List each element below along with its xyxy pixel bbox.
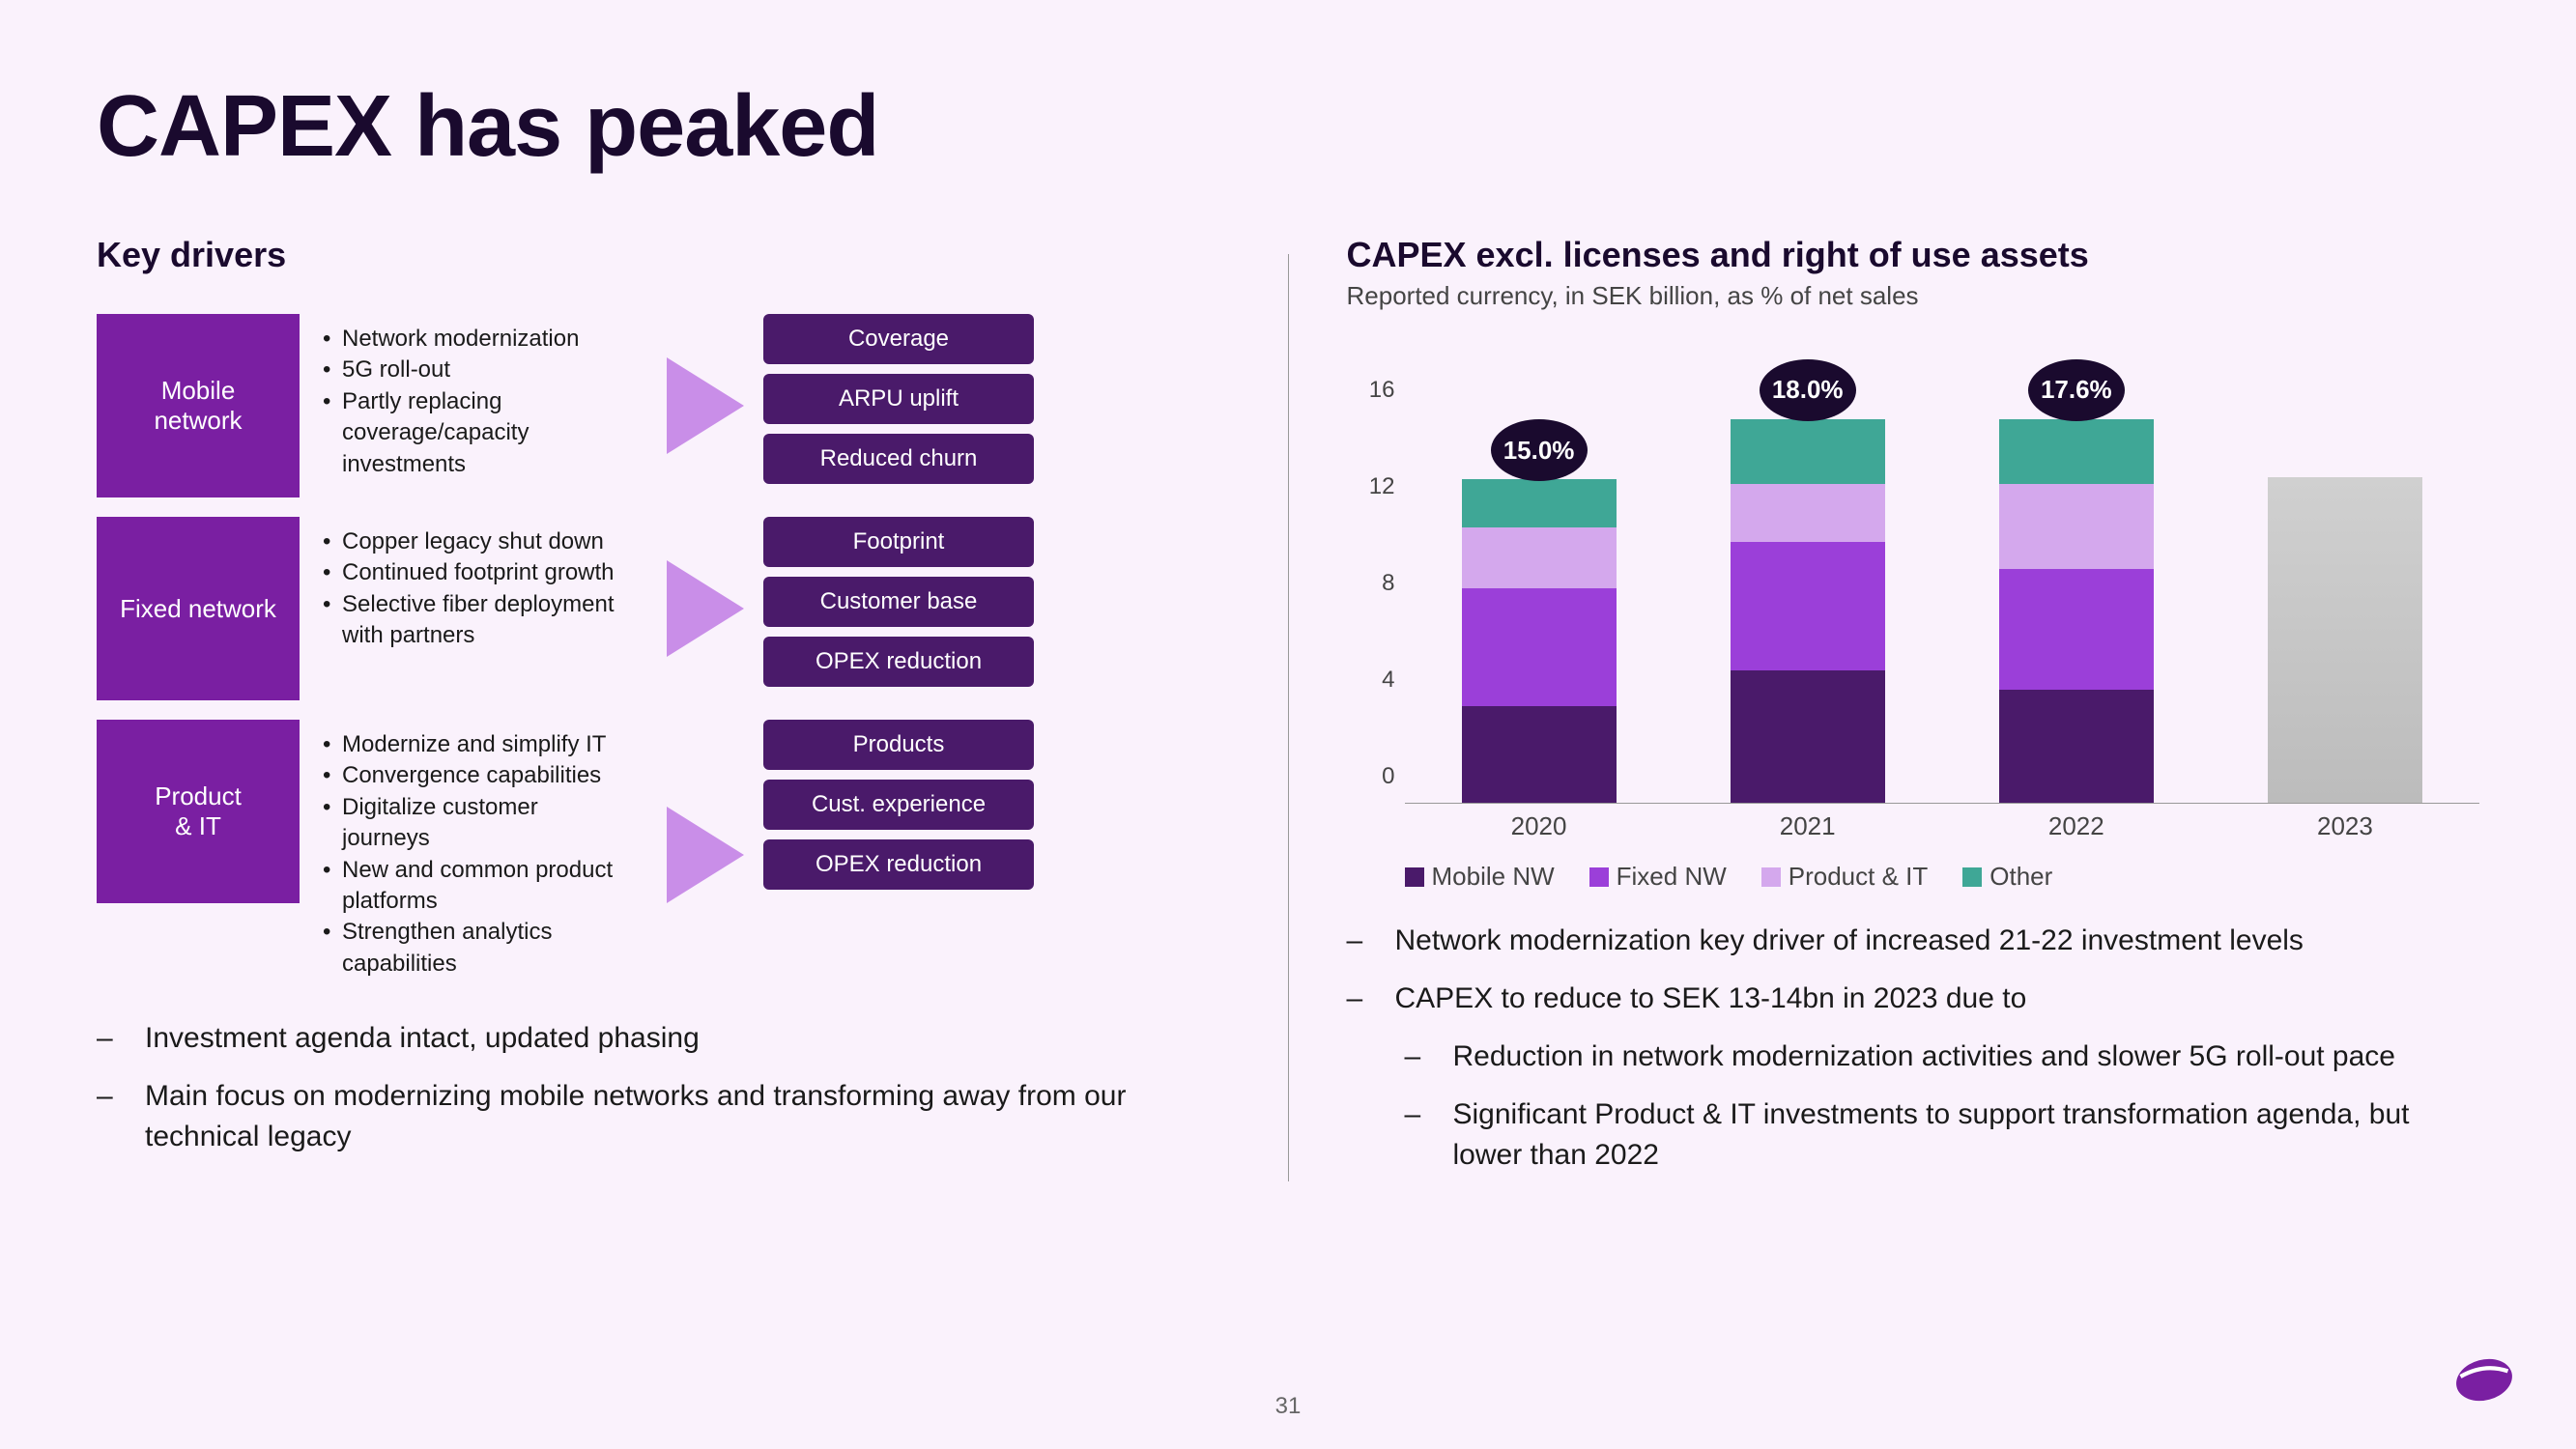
driver-box: Mobilenetwork bbox=[97, 314, 300, 497]
driver-row: Fixed networkCopper legacy shut downCont… bbox=[97, 517, 1230, 700]
driver-bullet-item: Modernize and simplify IT bbox=[319, 729, 628, 760]
y-axis-tick: 8 bbox=[1382, 570, 1394, 597]
bar-category-label: 2022 bbox=[2048, 811, 2104, 841]
legend-item: Fixed NW bbox=[1589, 862, 1727, 892]
driver-bullet-item: Selective fiber deployment with partners bbox=[319, 589, 628, 652]
legend-swatch bbox=[1962, 867, 1982, 887]
bar-stack bbox=[1462, 479, 1617, 803]
slide-title: CAPEX has peaked bbox=[97, 77, 2479, 177]
forecast-bar bbox=[2268, 477, 2422, 804]
bar-segment bbox=[1731, 542, 1885, 670]
bar-stack bbox=[1731, 419, 1885, 804]
y-axis-tick: 12 bbox=[1369, 473, 1395, 500]
bar-group: 202118.0% bbox=[1721, 419, 1895, 804]
bar-segment bbox=[1999, 690, 2154, 804]
legend-swatch bbox=[1405, 867, 1424, 887]
outcome-pill: Coverage bbox=[763, 314, 1034, 364]
bar-category-label: 2021 bbox=[1780, 811, 1836, 841]
bar-segment bbox=[1462, 706, 1617, 803]
bar-category-label: 2020 bbox=[1511, 811, 1567, 841]
bar-stack bbox=[1999, 419, 2154, 804]
footnote-item: –Main focus on modernizing mobile networ… bbox=[97, 1076, 1230, 1157]
driver-box: Product& IT bbox=[97, 720, 300, 903]
bar-group: 202015.0% bbox=[1452, 479, 1626, 803]
outcome-pill: ARPU uplift bbox=[763, 374, 1034, 424]
arrow-icon bbox=[667, 560, 744, 657]
outcome-pill: Footprint bbox=[763, 517, 1034, 567]
bar-segment bbox=[1731, 484, 1885, 542]
pct-label: 15.0% bbox=[1491, 419, 1588, 481]
capex-chart: 0481216 202015.0%202118.0%202217.6%2023 bbox=[1405, 340, 2480, 804]
bar-segment bbox=[1462, 479, 1617, 527]
legend-swatch bbox=[1761, 867, 1781, 887]
legend-label: Mobile NW bbox=[1432, 862, 1555, 892]
outcome-column: Products Cust. experience OPEX reduction bbox=[763, 720, 1034, 890]
bar-segment bbox=[1999, 484, 2154, 569]
driver-bullet-item: Network modernization bbox=[319, 324, 628, 355]
y-axis-tick: 0 bbox=[1382, 763, 1394, 790]
legend-label: Fixed NW bbox=[1617, 862, 1727, 892]
bar-segment bbox=[1731, 419, 1885, 485]
legend-item: Mobile NW bbox=[1405, 862, 1555, 892]
bar-segment bbox=[1999, 569, 2154, 690]
chart-subtitle: Reported currency, in SEK billion, as % … bbox=[1347, 281, 2480, 311]
bar-group: 202217.6% bbox=[1989, 419, 2163, 804]
driver-row: MobilenetworkNetwork modernization5G rol… bbox=[97, 314, 1230, 497]
bar-segment bbox=[1731, 670, 1885, 804]
chart-title: CAPEX excl. licenses and right of use as… bbox=[1347, 235, 2480, 275]
bar-category-label: 2023 bbox=[2317, 811, 2373, 841]
right-column: CAPEX excl. licenses and right of use as… bbox=[1347, 235, 2480, 1193]
y-axis-tick: 16 bbox=[1369, 377, 1395, 404]
legend-swatch bbox=[1589, 867, 1609, 887]
driver-row: Product& ITModernize and simplify ITConv… bbox=[97, 720, 1230, 989]
column-divider bbox=[1288, 254, 1289, 1181]
outcome-pill: Reduced churn bbox=[763, 434, 1034, 484]
outcome-pill: Customer base bbox=[763, 577, 1034, 627]
outcome-column: Footprint Customer base OPEX reduction bbox=[763, 517, 1034, 687]
y-axis-tick: 4 bbox=[1382, 667, 1394, 694]
outcome-pill: Cust. experience bbox=[763, 780, 1034, 830]
driver-box: Fixed network bbox=[97, 517, 300, 700]
outcome-column: Coverage ARPU uplift Reduced churn bbox=[763, 314, 1034, 484]
pct-label: 17.6% bbox=[2028, 359, 2125, 421]
driver-bullet-item: Partly replacing coverage/capacity inves… bbox=[319, 386, 628, 480]
driver-bullet-item: Copper legacy shut down bbox=[319, 526, 628, 557]
bar-segment bbox=[1999, 419, 2154, 485]
driver-bullet-item: Continued footprint growth bbox=[319, 557, 628, 588]
footnote-item: –Investment agenda intact, updated phasi… bbox=[97, 1018, 1230, 1059]
bar-group: 2023 bbox=[2258, 477, 2432, 804]
legend-label: Product & IT bbox=[1789, 862, 1929, 892]
bar-segment bbox=[1462, 527, 1617, 588]
legend-item: Other bbox=[1962, 862, 2052, 892]
legend-item: Product & IT bbox=[1761, 862, 1929, 892]
pct-label: 18.0% bbox=[1760, 359, 1856, 421]
right-bullet-item: –CAPEX to reduce to SEK 13-14bn in 2023 … bbox=[1347, 979, 2480, 1019]
page-number: 31 bbox=[1275, 1393, 1302, 1420]
driver-bullets: Copper legacy shut downContinued footpri… bbox=[300, 517, 647, 662]
outcome-pill: Products bbox=[763, 720, 1034, 770]
legend-label: Other bbox=[1989, 862, 2052, 892]
driver-bullet-item: Digitalize customer journeys bbox=[319, 792, 628, 855]
bar-stack bbox=[2268, 477, 2422, 804]
driver-bullets: Modernize and simplify ITConvergence cap… bbox=[300, 720, 647, 989]
driver-bullet-item: Convergence capabilities bbox=[319, 760, 628, 791]
company-logo-icon bbox=[2450, 1343, 2518, 1410]
arrow-icon bbox=[667, 807, 744, 903]
bar-segment bbox=[1462, 588, 1617, 707]
arrow-icon bbox=[667, 357, 744, 454]
driver-bullets: Network modernization5G roll-outPartly r… bbox=[300, 314, 647, 490]
driver-bullet-item: New and common product platforms bbox=[319, 855, 628, 918]
driver-bullet-item: 5G roll-out bbox=[319, 355, 628, 385]
right-sub-bullet-item: –Significant Product & IT investments to… bbox=[1405, 1094, 2480, 1176]
driver-bullet-item: Strengthen analytics capabilities bbox=[319, 917, 628, 980]
right-bullet-item: –Network modernization key driver of inc… bbox=[1347, 921, 2480, 961]
outcome-pill: OPEX reduction bbox=[763, 839, 1034, 890]
chart-legend: Mobile NW Fixed NW Product & IT Other bbox=[1405, 862, 2480, 892]
left-column: Key drivers MobilenetworkNetwork moderni… bbox=[97, 235, 1230, 1193]
outcome-pill: OPEX reduction bbox=[763, 637, 1034, 687]
key-drivers-heading: Key drivers bbox=[97, 235, 1230, 275]
right-sub-bullet-item: –Reduction in network modernization acti… bbox=[1405, 1037, 2480, 1077]
